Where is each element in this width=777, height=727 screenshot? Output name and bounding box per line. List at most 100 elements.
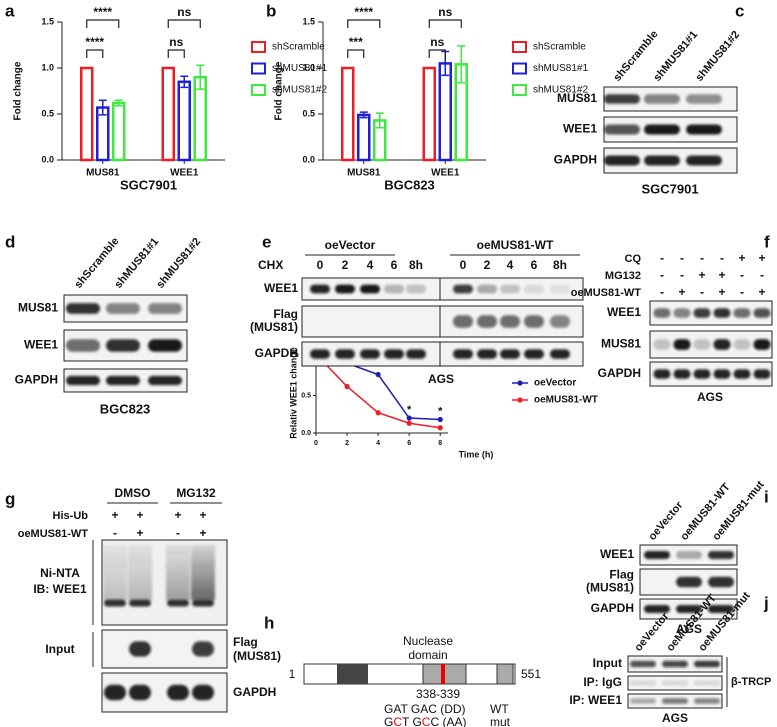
row-label: IP: IgG [583,675,622,689]
protein-domain [496,663,514,685]
bar [422,66,436,162]
sequence: GAT GAC (DD) [384,702,466,716]
series-point [437,425,443,431]
band [644,605,670,613]
caption: AGS [428,372,454,386]
band [104,684,126,701]
panel-letter: b [266,1,276,20]
row-label: GAPDH [233,685,276,699]
row-label: MUS81 [601,337,641,351]
band [693,308,711,318]
smear [191,545,215,600]
condition-sign: - [740,268,744,282]
row-label: (MUS81) [586,581,634,595]
condition-sign: - [660,251,664,265]
band [662,660,688,668]
band [66,339,100,352]
band [694,660,720,668]
band [693,369,711,379]
bar [80,66,94,162]
panel-letter: h [264,613,274,632]
condition-sign: - [113,526,117,540]
y-tick-label: 1.5 [302,16,315,26]
band [524,284,544,294]
row-label: GAPDH [255,346,298,360]
band [662,698,688,704]
significance-bracket [86,19,120,28]
row-label: Flag [273,307,298,321]
band [662,680,688,686]
x-axis-label: SGC7901 [120,177,177,192]
legend-label: shMUS81#2 [272,85,327,96]
band [167,599,189,607]
condition-sign: + [758,251,765,265]
band [384,349,404,359]
condition-sign: + [174,508,181,522]
legend-label: shScramble [272,42,325,53]
smear [128,545,152,600]
row-label: Flag [609,568,634,582]
time-label: 4 [367,258,374,272]
condition-sign: + [136,526,143,540]
panel-letter: g [5,489,15,508]
band [310,349,330,359]
band [500,349,520,359]
y-tick-label: 0.0 [301,430,311,437]
caption: SGC7901 [641,181,698,196]
condition-sign: + [136,508,143,522]
condition-sign: + [718,268,725,282]
caption: AGS [662,711,688,725]
band [653,369,671,379]
band [673,339,691,350]
band [753,308,771,318]
error-bar [114,99,123,107]
condition-sign: - [660,285,664,299]
protein-bar [303,663,516,685]
significance-label: * [438,405,443,417]
band [686,124,722,135]
band [644,155,680,166]
time-label: 0 [317,258,324,272]
row-label: Input [593,656,622,670]
band [453,349,473,359]
x-tick-label: WEE1 [431,168,460,179]
bar [341,66,355,162]
lane-label: shMUS81#2 [154,236,203,291]
x-tick-label: MUS81 [86,168,120,179]
y-tick-label: 0.5 [41,108,54,118]
band [708,605,734,613]
band [753,369,771,379]
band [676,551,702,559]
band [708,576,734,588]
y-axis-label: Relativ WEE1 change [288,347,298,439]
smear [166,545,190,600]
domain-label: domain [408,648,447,662]
y-tick-label: 0.5 [301,392,311,399]
condition-sign: + [698,268,705,282]
significance-label: *** [349,35,363,49]
condition-sign: - [760,268,764,282]
condition-sign: + [758,285,765,299]
significance-bracket [428,19,462,28]
significance-label: ns [430,35,444,49]
band [477,349,497,359]
time-label: 6 [391,258,398,272]
band [713,369,731,379]
band [104,599,126,607]
time-label: 0 [460,258,467,272]
condition-sign: - [740,285,744,299]
side-label: IB: WEE1 [33,582,87,596]
condition-sign: + [678,285,685,299]
sequence-part: G [384,715,393,727]
band [335,284,355,294]
band [686,155,722,166]
band [500,284,520,294]
domain-label: Nuclease [403,634,453,648]
band [360,349,380,359]
band [694,698,720,704]
row-label: GAPDH [591,601,634,615]
band [604,155,640,166]
y-axis-label: Fold change [13,61,24,120]
series-point [406,420,412,426]
